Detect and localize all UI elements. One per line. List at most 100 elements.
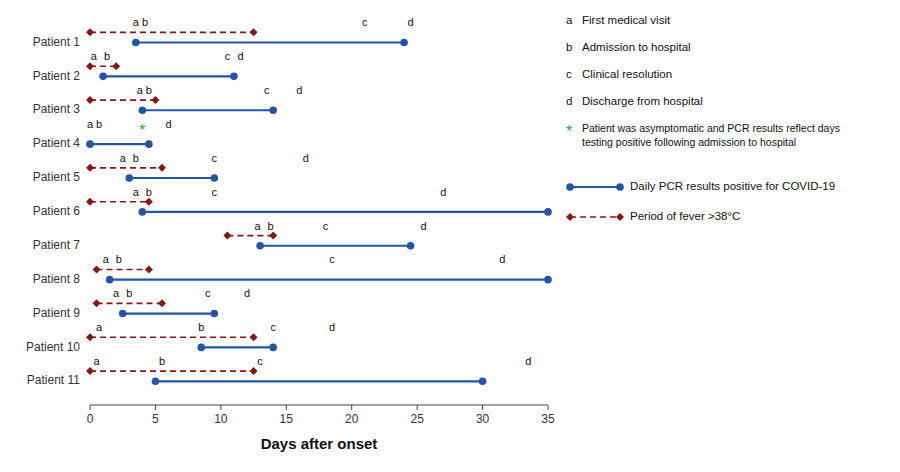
legend-label: Clinical resolution <box>582 68 672 80</box>
range-line <box>129 177 214 179</box>
event-label: a <box>133 16 140 28</box>
x-tick <box>220 405 221 410</box>
legend-marker <box>616 183 624 191</box>
range-end <box>407 242 415 250</box>
text-line: Patient was asymptomatic and PCR results… <box>582 122 840 134</box>
range-start <box>223 232 231 240</box>
event-label: b <box>142 16 148 28</box>
legend-marker <box>616 213 624 221</box>
range-line <box>90 32 254 34</box>
range-line <box>227 235 273 237</box>
range-end <box>269 344 277 352</box>
legend-symbol: a <box>566 14 573 26</box>
event-label: c <box>212 186 218 198</box>
range-start <box>86 164 94 172</box>
y-tick-label: Patient 4 <box>33 136 81 150</box>
range-line <box>260 245 410 247</box>
range-end <box>250 28 258 36</box>
legend-label: First medical visit <box>582 14 671 26</box>
range-start <box>86 198 94 206</box>
x-tick-label: 5 <box>152 412 159 426</box>
legend-label: Discharge from hospital <box>582 95 703 107</box>
event-label: a <box>103 253 110 265</box>
event-label: b <box>116 253 122 265</box>
range-start <box>86 333 94 341</box>
event-label: a <box>120 152 127 164</box>
x-tick <box>90 405 91 410</box>
legend-marker <box>566 213 574 221</box>
y-tick-label: Patient 11 <box>27 373 80 387</box>
event-label: c <box>205 287 211 299</box>
event-label: c <box>264 84 270 96</box>
event-label: b <box>198 321 204 333</box>
range-end <box>479 377 487 385</box>
range-line <box>155 380 482 382</box>
x-axis-label: Days after onset <box>261 435 378 452</box>
legend-symbol: b <box>566 41 572 53</box>
event-label: b <box>146 84 152 96</box>
range-end <box>211 174 219 182</box>
y-tick-label: Patient 10 <box>26 340 80 354</box>
event-label: b <box>159 355 165 367</box>
event-label: a <box>93 355 100 367</box>
event-label: b <box>104 50 110 62</box>
range-line <box>97 269 149 271</box>
x-tick-label: 30 <box>476 412 490 426</box>
range-start <box>86 28 94 36</box>
legend-symbol: d <box>566 95 572 107</box>
x-tick-label: 15 <box>280 412 294 426</box>
legend: aFirst medical visitbAdmission to hospit… <box>566 14 840 222</box>
x-axis-line <box>90 405 548 406</box>
legend-symbol: c <box>566 68 572 80</box>
range-line <box>90 143 149 145</box>
event-label: a <box>254 220 261 232</box>
range-line <box>142 211 548 213</box>
event-label: c <box>362 16 368 28</box>
event-label: a <box>87 118 94 130</box>
range-start <box>86 96 94 104</box>
legend-line <box>570 186 620 188</box>
y-tick-label: Patient 1 <box>33 35 81 49</box>
event-label: c <box>323 220 329 232</box>
y-tick-label: Patient 5 <box>33 170 81 184</box>
range-line <box>110 279 548 281</box>
range-start <box>106 276 114 284</box>
x-tick-label: 25 <box>410 412 424 426</box>
range-start <box>139 106 147 114</box>
range-start <box>99 73 107 81</box>
x-tick-label: 0 <box>87 412 94 426</box>
y-tick-label: Patient 8 <box>33 272 81 286</box>
event-label: d <box>303 152 309 164</box>
chart: 05101520253035Days after onsetPatient 1P… <box>0 0 900 472</box>
event-label: d <box>525 355 531 367</box>
event-label: d <box>296 84 302 96</box>
text-line: testing positive following admission to … <box>582 136 796 148</box>
event-label: a <box>96 321 103 333</box>
range-start <box>86 62 94 70</box>
range-line <box>90 370 254 372</box>
range-start <box>197 344 205 352</box>
x-tick <box>548 405 549 410</box>
legend-symbol: * <box>566 123 572 140</box>
range-end <box>158 164 166 172</box>
x-tick <box>351 405 352 410</box>
range-end <box>269 232 277 240</box>
event-label: a <box>137 84 144 96</box>
range-end <box>230 73 238 81</box>
event-label: d <box>244 287 250 299</box>
range-start <box>119 310 127 318</box>
event-label: d <box>237 50 243 62</box>
event-label: * <box>139 122 145 139</box>
y-tick-label: Patient 9 <box>33 306 81 320</box>
x-tick-label: 20 <box>345 412 359 426</box>
legend-label: Daily PCR results positive for COVID-19 <box>630 180 835 192</box>
x-tick-label: 35 <box>541 412 555 426</box>
event-labels: aaaaaaaaaaabbbbbbbbbbbccccccccccdddddddd… <box>87 16 531 367</box>
y-tick-label: Patient 7 <box>33 238 81 252</box>
range-start <box>86 367 94 375</box>
legend-line <box>570 216 620 218</box>
event-label: a <box>91 50 98 62</box>
range-end <box>544 208 552 216</box>
range-start <box>152 377 160 385</box>
event-label: c <box>329 253 335 265</box>
